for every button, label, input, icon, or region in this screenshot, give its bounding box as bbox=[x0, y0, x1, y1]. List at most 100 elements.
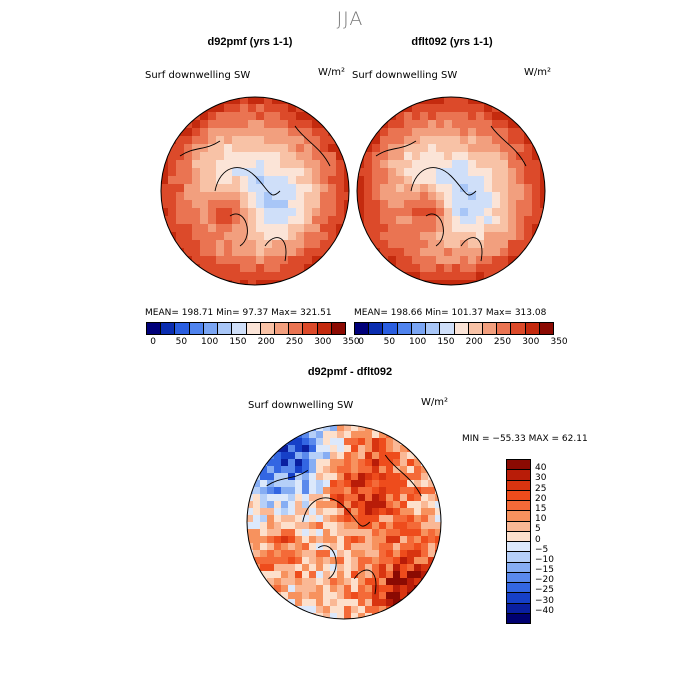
colorbar-swatch bbox=[507, 521, 530, 532]
colorbar-swatch bbox=[189, 323, 204, 334]
panel1-units: W/m² bbox=[318, 67, 346, 78]
colorbar-tick-label: −5 bbox=[535, 544, 549, 555]
colorbar-swatch bbox=[482, 323, 498, 334]
colorbar-swatch bbox=[411, 323, 427, 334]
coastline bbox=[179, 125, 331, 262]
coastline bbox=[375, 125, 527, 262]
colorbar-swatch bbox=[383, 323, 398, 334]
colorbar-swatch bbox=[147, 323, 162, 334]
colorbar-swatch bbox=[218, 323, 233, 334]
colorbar-swatch bbox=[232, 323, 247, 334]
colorbar-swatch bbox=[507, 593, 530, 604]
colorbar-tick-label: 0 bbox=[358, 337, 364, 347]
panel1-stats: MEAN= 198.71 Min= 97.37 Max= 321.51 bbox=[145, 308, 332, 318]
colorbar-swatch bbox=[507, 480, 530, 491]
colorbar-swatch bbox=[507, 501, 530, 512]
colorbar-swatch bbox=[507, 613, 530, 623]
colorbar-swatch bbox=[468, 323, 483, 334]
colorbar-tick-label: 50 bbox=[383, 337, 396, 347]
colorbar-tick-label: −15 bbox=[535, 565, 554, 576]
panel1-variable: Surf downwelling SW bbox=[145, 70, 251, 81]
colorbar-swatch bbox=[539, 323, 554, 334]
map-border bbox=[160, 96, 350, 286]
colorbar-tick-label: 25 bbox=[535, 483, 547, 494]
colorbar-swatch bbox=[511, 323, 526, 334]
colorbar-swatch bbox=[440, 323, 455, 334]
panel2-map bbox=[356, 96, 546, 286]
colorbar-swatch bbox=[507, 552, 530, 563]
panel3-map bbox=[246, 424, 442, 620]
coastline bbox=[266, 454, 422, 595]
colorbar-tick-label: 250 bbox=[285, 337, 304, 347]
colorbar-swatch bbox=[507, 511, 530, 522]
colorbar-swatch bbox=[507, 460, 530, 471]
panel3-colorbar bbox=[506, 459, 531, 624]
colorbar-tick-label: −20 bbox=[535, 575, 554, 586]
colorbar-tick-label: 200 bbox=[257, 337, 275, 347]
colorbar-tick-label: 10 bbox=[535, 514, 547, 525]
panel1-colorbar bbox=[146, 322, 346, 335]
colorbar-swatch bbox=[507, 531, 530, 542]
map-border bbox=[246, 424, 442, 620]
colorbar-tick-label: 150 bbox=[229, 337, 247, 347]
colorbar-swatch bbox=[507, 572, 530, 583]
colorbar-swatch bbox=[246, 323, 261, 334]
colorbar-swatch bbox=[289, 323, 304, 334]
colorbar-swatch bbox=[355, 323, 370, 334]
colorbar-swatch bbox=[525, 323, 540, 334]
colorbar-swatch bbox=[507, 603, 530, 614]
colorbar-tick-label: 30 bbox=[535, 473, 547, 484]
colorbar-swatch bbox=[497, 323, 512, 334]
colorbar-swatch bbox=[426, 323, 441, 334]
colorbar-swatch bbox=[260, 323, 275, 334]
colorbar-tick-label: 300 bbox=[314, 337, 332, 347]
panel3-units: W/m² bbox=[421, 397, 449, 408]
colorbar-tick-label: 300 bbox=[522, 337, 540, 347]
colorbar-swatch bbox=[507, 490, 530, 501]
figure-title: JJA bbox=[336, 8, 364, 30]
colorbar-swatch bbox=[507, 542, 530, 553]
colorbar-swatch bbox=[303, 323, 318, 334]
map-border bbox=[356, 96, 546, 286]
colorbar-tick-label: 200 bbox=[465, 337, 483, 347]
colorbar-tick-label: −40 bbox=[535, 605, 554, 616]
colorbar-tick-label: −10 bbox=[535, 554, 554, 565]
colorbar-swatch bbox=[317, 323, 332, 334]
colorbar-swatch bbox=[203, 323, 219, 334]
panel2-colorbar bbox=[354, 322, 554, 335]
colorbar-swatch bbox=[274, 323, 290, 334]
colorbar-swatch bbox=[175, 323, 190, 334]
colorbar-swatch bbox=[161, 323, 176, 334]
colorbar-tick-label: 100 bbox=[201, 337, 219, 347]
colorbar-swatch bbox=[454, 323, 469, 334]
panel1-title: d92pmf (yrs 1-1) bbox=[207, 36, 293, 48]
colorbar-swatch bbox=[507, 562, 530, 573]
colorbar-swatch bbox=[331, 323, 346, 334]
colorbar-tick-label: 5 bbox=[535, 524, 541, 535]
colorbar-swatch bbox=[397, 323, 412, 334]
panel2-units: W/m² bbox=[524, 67, 552, 78]
colorbar-tick-label: −25 bbox=[535, 585, 554, 596]
colorbar-tick-label: 0 bbox=[535, 534, 541, 545]
colorbar-swatch bbox=[369, 323, 384, 334]
colorbar-tick-label: 40 bbox=[535, 463, 547, 474]
panel2-variable: Surf downwelling SW bbox=[352, 70, 458, 81]
panel2-title: dflt092 (yrs 1-1) bbox=[411, 36, 493, 48]
panel1-map bbox=[160, 96, 350, 286]
colorbar-swatch bbox=[507, 583, 530, 594]
panel3-stats: MIN = −55.33 MAX = 62.11 bbox=[462, 434, 588, 444]
colorbar-tick-label: 0 bbox=[150, 337, 156, 347]
panel3-variable: Surf downwelling SW bbox=[248, 400, 354, 411]
colorbar-tick-label: 15 bbox=[535, 503, 547, 514]
colorbar-tick-label: 150 bbox=[437, 337, 455, 347]
panel2-stats: MEAN= 198.66 Min= 101.37 Max= 313.08 bbox=[354, 308, 547, 318]
colorbar-tick-label: 20 bbox=[535, 493, 547, 504]
colorbar-tick-label: 50 bbox=[175, 337, 188, 347]
colorbar-tick-label: 250 bbox=[493, 337, 512, 347]
colorbar-tick-label: 100 bbox=[409, 337, 427, 347]
colorbar-tick-label: 350 bbox=[342, 337, 360, 347]
panel3-title: d92pmf - dflt092 bbox=[307, 366, 393, 378]
colorbar-swatch bbox=[507, 470, 530, 481]
colorbar-tick-label: 350 bbox=[550, 337, 568, 347]
colorbar-tick-label: −30 bbox=[535, 595, 554, 606]
